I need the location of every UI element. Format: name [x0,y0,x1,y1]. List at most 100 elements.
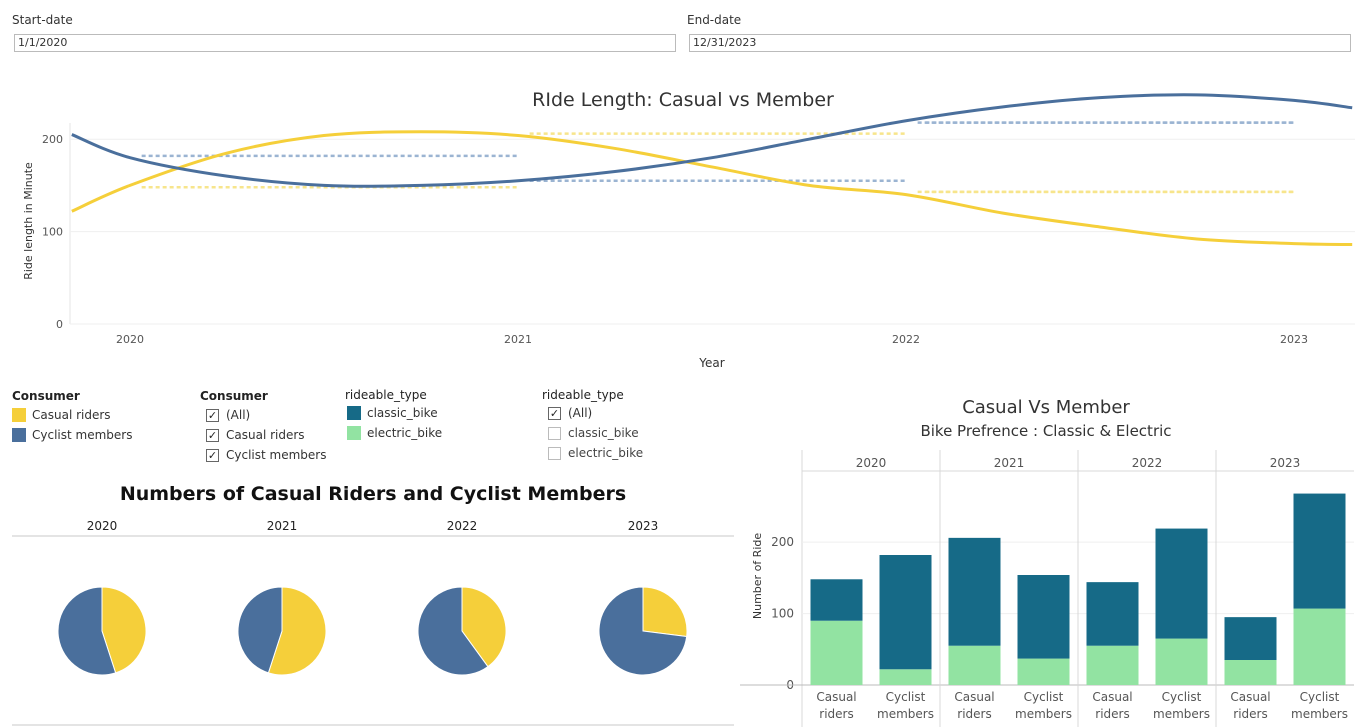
y-tick-label: 200 [42,133,63,146]
legend-title: rideable_type [345,388,427,402]
filter-title: Consumer [200,389,268,403]
unchecked-checkbox-icon[interactable] [548,426,561,440]
bar-category-label: Cyclist [1300,690,1340,704]
filter-option-cyclist-members[interactable]: ✓ Cyclist members [206,445,340,465]
bar-category-label: riders [819,707,853,721]
legend-item-classic-bike[interactable]: classic_bike [347,403,495,423]
bar-segment-electric-bike [1293,608,1346,685]
pie-slice-casual-riders [461,586,507,668]
y-axis-label: Ride length in Minute [22,162,35,280]
casual-riders-swatch [12,408,26,422]
bar-chart-title: Casual Vs Member [962,397,1130,418]
start-date-input[interactable]: 1/1/2020 [14,34,676,52]
bar-segment-electric-bike [1155,638,1208,685]
trend-line-casual-riders [71,130,1353,247]
legend-item-label: Cyclist members [32,428,133,442]
checked-checkbox-icon[interactable]: ✓ [548,406,561,420]
bike-preference-bar-chart: Casual Vs Member Bike Prefrence : Classic… [740,397,1354,727]
pie-slice-casual-riders [267,586,327,676]
cyclist-members-swatch [12,428,26,442]
bar-segment-electric-bike [879,669,932,685]
end-date-label: End-date [687,13,742,27]
filter-option-all[interactable]: ✓ (All) [206,405,340,425]
filter-option-label: electric_bike [568,446,644,460]
pie-slice-casual-riders [642,586,688,638]
pie-chart-title: Numbers of Casual Riders and Cyclist Mem… [120,483,626,505]
y-axis-label: Number of Ride [751,533,764,619]
y-tick-label: 100 [42,226,63,239]
line-chart-title: RIde Length: Casual vs Member [532,89,834,111]
x-tick-label: 2023 [1280,333,1308,346]
checked-checkbox-icon[interactable]: ✓ [206,408,219,422]
rideable-type-filter: rideable_type ✓ (All) classic_bike elect… [542,388,692,463]
bar-segment-classic-bike [1017,575,1070,659]
filter-option-classic-bike[interactable]: classic_bike [548,423,692,443]
bar-category-label: members [877,707,934,721]
filter-option-label: classic_bike [568,426,639,440]
bar-category-label: Cyclist [886,690,926,704]
filter-option-all[interactable]: ✓ (All) [548,403,692,423]
bar-year-label: 2020 [856,456,887,470]
bar-chart-subtitle: Bike Prefrence : Classic & Electric [920,422,1171,440]
bar-category-label: riders [1233,707,1267,721]
filter-option-label: (All) [568,406,593,420]
bar-segment-classic-bike [1086,582,1139,646]
x-axis-label: Year [698,356,724,370]
bar-segment-classic-bike [810,579,863,621]
bar-category-label: Cyclist [1024,690,1064,704]
classic-bike-swatch [347,406,361,420]
pie-year-label: 2022 [447,519,478,533]
checked-checkbox-icon[interactable]: ✓ [206,448,219,462]
bar-segment-electric-bike [1086,645,1139,685]
legend-item-electric-bike[interactable]: electric_bike [347,423,495,443]
unchecked-checkbox-icon[interactable] [548,446,561,460]
ride-length-line-chart: RIde Length: Casual vs Member 0 100 200 2020… [22,89,1355,370]
bar-segment-electric-bike [1224,660,1277,685]
pie-year-label: 2021 [267,519,298,533]
y-tick-label: 200 [771,535,794,549]
bar-category-label: Casual [954,690,994,704]
legend-item-casual-riders[interactable]: Casual riders [12,405,192,425]
filter-option-casual-riders[interactable]: ✓ Casual riders [206,425,340,445]
pie-slice-cyclist-members [598,586,688,676]
trend-line-cyclist-members [71,93,1353,188]
pie-year-label: 2023 [628,519,659,533]
bar-segment-classic-bike [879,555,932,670]
filter-option-label: Casual riders [226,428,305,442]
end-date-input[interactable]: 12/31/2023 [689,34,1351,52]
pie-slice-cyclist-members [57,586,117,676]
filter-option-label: Cyclist members [226,448,327,462]
consumer-color-legend: Consumer Casual riders Cyclist members [12,389,192,445]
pie-slice-cyclist-members [417,586,489,676]
bar-category-label: Cyclist [1162,690,1202,704]
pie-slice-casual-riders [101,586,147,674]
legend-title: Consumer [12,389,80,403]
consumer-filter: Consumer ✓ (All) ✓ Casual riders ✓ Cycli… [200,389,340,465]
y-tick-label: 0 [56,318,63,331]
filter-title: rideable_type [542,388,624,402]
filter-option-electric-bike[interactable]: electric_bike [548,443,692,463]
bar-category-label: members [1015,707,1072,721]
bar-category-label: members [1291,707,1348,721]
x-tick-label: 2021 [504,333,532,346]
x-tick-label: 2022 [892,333,920,346]
legend-item-label: electric_bike [367,426,443,440]
bar-segment-classic-bike [1155,528,1208,639]
rideable-type-color-legend: rideable_type classic_bike electric_bike [345,388,495,443]
bar-segment-electric-bike [810,620,863,685]
bar-segment-electric-bike [1017,658,1070,685]
y-tick-label: 100 [771,607,794,621]
bar-segment-classic-bike [948,537,1001,646]
casual-member-pie-charts: Numbers of Casual Riders and Cyclist Mem… [12,483,734,726]
electric-bike-swatch [347,426,361,440]
bar-segment-classic-bike [1224,617,1277,660]
bar-year-label: 2021 [994,456,1025,470]
checked-checkbox-icon[interactable]: ✓ [206,428,219,442]
legend-item-label: Casual riders [32,408,111,422]
legend-item-label: classic_bike [367,406,438,420]
bar-year-label: 2022 [1132,456,1163,470]
start-date-label: Start-date [12,13,73,27]
legend-item-cyclist-members[interactable]: Cyclist members [12,425,192,445]
bar-segment-classic-bike [1293,493,1346,609]
bar-category-label: Casual [1092,690,1132,704]
